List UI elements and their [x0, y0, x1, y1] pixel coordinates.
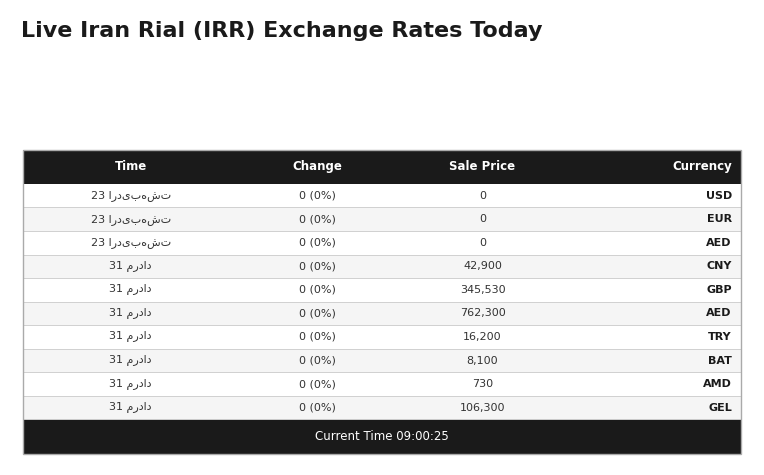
Text: AMD: AMD: [703, 379, 732, 389]
Text: AED: AED: [707, 308, 732, 318]
Text: 0 (0%): 0 (0%): [299, 403, 336, 413]
Text: GEL: GEL: [708, 403, 732, 413]
Bar: [23, 231, 741, 255]
Text: 42,900: 42,900: [463, 261, 502, 271]
Text: 0 (0%): 0 (0%): [299, 355, 336, 366]
Bar: [23, 150, 741, 184]
Text: AED: AED: [707, 238, 732, 248]
Text: 0 (0%): 0 (0%): [299, 308, 336, 318]
Text: CNY: CNY: [707, 261, 732, 271]
Text: 31 مرداد: 31 مرداد: [109, 332, 152, 342]
Text: 31 مرداد: 31 مرداد: [109, 308, 152, 319]
Text: 31 مرداد: 31 مرداد: [109, 402, 152, 413]
Text: 0 (0%): 0 (0%): [299, 214, 336, 224]
Bar: [23, 325, 741, 349]
Text: 0: 0: [479, 238, 486, 248]
Text: Sale Price: Sale Price: [449, 160, 516, 173]
Text: 0: 0: [479, 214, 486, 224]
Text: 0: 0: [479, 190, 486, 200]
Text: Current Time 09:00:25: Current Time 09:00:25: [315, 430, 449, 443]
Text: 730: 730: [472, 379, 493, 389]
Bar: [23, 184, 741, 208]
Text: USD: USD: [706, 190, 732, 200]
Text: 23 اردیبهشت: 23 اردیبهشت: [90, 190, 171, 201]
Text: Time: Time: [115, 160, 147, 173]
Text: Change: Change: [293, 160, 342, 173]
Text: 0 (0%): 0 (0%): [299, 332, 336, 342]
Text: 31 مرداد: 31 مرداد: [109, 261, 152, 272]
Text: 0 (0%): 0 (0%): [299, 261, 336, 271]
Bar: [23, 349, 741, 372]
Text: 0 (0%): 0 (0%): [299, 379, 336, 389]
Text: Live Iran Rial (IRR) Exchange Rates Today: Live Iran Rial (IRR) Exchange Rates Toda…: [21, 21, 543, 41]
Bar: [23, 372, 741, 396]
Text: 345,530: 345,530: [460, 285, 505, 295]
Bar: [23, 150, 741, 454]
Text: 0 (0%): 0 (0%): [299, 285, 336, 295]
Text: 16,200: 16,200: [463, 332, 502, 342]
Text: 23 اردیبهشت: 23 اردیبهشت: [90, 214, 171, 225]
Text: TRY: TRY: [708, 332, 732, 342]
Bar: [23, 419, 741, 454]
Text: 0 (0%): 0 (0%): [299, 190, 336, 200]
Text: 8,100: 8,100: [467, 355, 498, 366]
Text: 31 مرداد: 31 مرداد: [109, 379, 152, 390]
Text: EUR: EUR: [707, 214, 732, 224]
Bar: [23, 255, 741, 278]
Text: GBP: GBP: [706, 285, 732, 295]
Text: Currency: Currency: [672, 160, 732, 173]
Text: 762,300: 762,300: [460, 308, 506, 318]
Bar: [23, 302, 741, 325]
Bar: [23, 396, 741, 419]
Text: 106,300: 106,300: [460, 403, 505, 413]
Bar: [23, 208, 741, 231]
Text: 23 اردیبهشت: 23 اردیبهشت: [90, 237, 171, 248]
Text: 31 مرداد: 31 مرداد: [109, 355, 152, 366]
Text: 31 مرداد: 31 مرداد: [109, 285, 152, 295]
Text: 0 (0%): 0 (0%): [299, 238, 336, 248]
Text: BAT: BAT: [708, 355, 732, 366]
Bar: [23, 278, 741, 302]
